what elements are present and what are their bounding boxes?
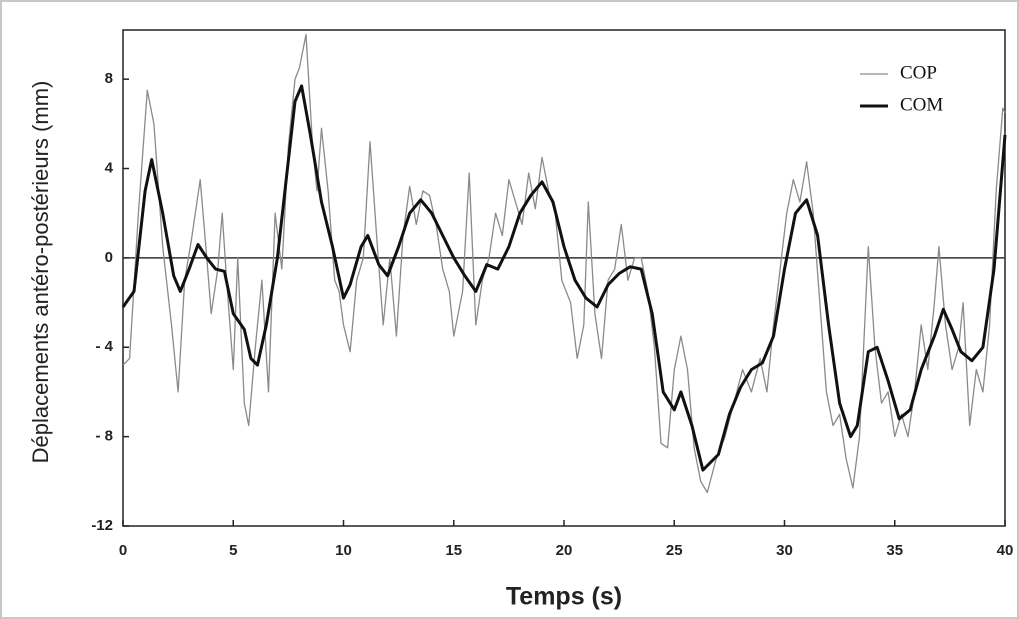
x-tick-label: 30 [776,542,793,559]
x-tick-label: 0 [119,542,127,559]
x-tick-label: 20 [556,542,573,559]
y-axis-label: Déplacements antéro-postérieurs (mm) [28,81,53,464]
x-tick-label: 5 [229,542,237,559]
legend-label: COM [900,94,943,115]
y-tick-label: 4 [105,159,114,176]
y-tick-label: - 4 [95,338,113,355]
y-tick-label: -12 [91,517,113,534]
x-tick-label: 35 [886,542,903,559]
x-axis-label: Temps (s) [506,583,622,611]
x-tick-label: 25 [666,542,683,559]
x-tick-label: 40 [997,542,1014,559]
x-tick-label: 15 [445,542,462,559]
y-tick-label: 0 [105,249,113,266]
legend-label: COP [900,62,937,83]
y-tick-label: - 8 [95,428,113,445]
y-tick-label: 8 [105,70,113,87]
x-tick-label: 10 [335,542,352,559]
series-line [121,84,1007,472]
